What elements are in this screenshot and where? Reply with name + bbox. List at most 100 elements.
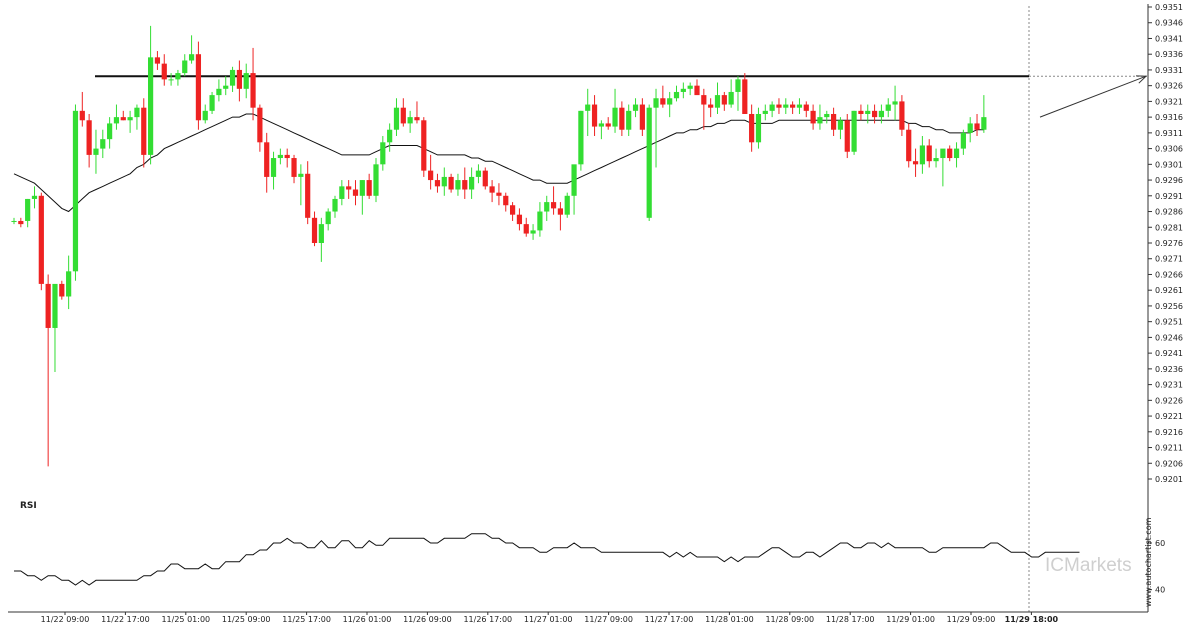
candle-body [325,211,331,225]
brand-logo-text: ICMarkets [1045,555,1132,576]
rsi-line [14,533,1080,586]
candle-body [871,110,878,118]
candle-body [817,117,823,124]
candle-body [912,161,919,165]
candle-body [858,110,864,114]
candle-body [899,101,905,130]
price-tick-label: 0.9326 [1155,82,1183,91]
price-tick-label: 0.9331 [1155,66,1183,75]
candle-body [960,132,966,149]
time-tick-label: 11/27 17:00 [645,615,694,624]
candle-body [496,192,502,196]
candle-body [585,104,591,111]
candle-body [844,120,850,152]
candle-body [571,164,577,196]
candle-body [59,283,65,297]
candle-body [660,98,666,105]
price-tick-label: 0.9241 [1155,349,1183,358]
time-tick-label: 11/29 01:00 [886,615,935,624]
candle-body [619,107,625,130]
price-tick-label: 0.9301 [1155,160,1183,169]
brand-vertical-text: www.autochartist.com [1144,517,1153,607]
candle-body [148,57,154,155]
time-tick-label: 11/25 17:00 [282,615,331,624]
rsi-pane: RSI [14,501,1080,586]
candle-body [714,95,721,108]
candle-body [188,54,195,61]
candle-body [803,104,809,111]
candle-body [967,123,973,133]
candle-body [100,139,106,149]
candle-body [202,110,208,121]
candle-body [93,148,99,155]
candle-body [749,113,755,143]
price-tick-label: 0.9296 [1155,176,1183,185]
candle-body [837,120,844,130]
candle-body [264,142,270,177]
candle-body [926,145,932,162]
candle-body [878,110,885,118]
candle-body [25,198,31,221]
candle-body [653,98,659,108]
candle-body [865,110,871,114]
candle-body [134,107,140,118]
candle-body [680,88,686,92]
price-tick-label: 0.9256 [1155,302,1183,311]
candle-body [250,73,256,108]
time-tick-label: 11/26 01:00 [343,615,392,624]
candle-body [537,211,543,231]
candle-body [626,110,632,130]
candle-body [933,158,939,162]
time-tick-label: 11/26 17:00 [463,615,512,624]
price-tick-label: 0.9271 [1155,255,1183,264]
price-tick-label: 0.9291 [1155,192,1183,201]
candle-body [216,88,222,96]
time-tick-label: 11/26 09:00 [403,615,452,624]
candle-body [885,104,891,111]
candle-body [544,202,550,212]
price-tick-label: 0.9306 [1155,145,1183,154]
candle-body [776,104,782,108]
candle-body [113,117,120,124]
candle-body [810,110,816,124]
price-tick-label: 0.9236 [1155,365,1183,374]
candle-body [509,205,516,215]
price-tick-label: 0.9321 [1155,97,1183,106]
candle-body [414,117,420,121]
candle-body [346,186,352,190]
price-tick-label: 0.9351 [1155,3,1183,12]
candle-body [455,180,461,190]
candle-body [591,104,598,127]
candle-body [639,104,645,130]
candle-body [721,95,727,105]
rsi-tick-label: 40 [1155,586,1165,595]
candle-body [469,176,475,190]
candle-body [462,180,468,190]
candle-body [516,214,523,225]
candle-body [523,224,529,234]
candle-body [851,110,857,152]
candle-body [564,195,570,215]
candle-body [339,186,345,199]
candle-body [223,85,229,89]
time-tick-label: 11/27 01:00 [524,615,573,624]
candle-body [400,107,406,124]
candle-body [667,98,673,105]
candle-body [434,180,441,187]
candle-body [728,91,734,105]
candle-body [557,208,563,215]
time-tick-label: 11/27 09:00 [584,615,633,624]
price-tick-label: 0.9206 [1155,459,1183,468]
time-tick-label: 11/22 09:00 [41,615,90,624]
candle-body [72,110,79,272]
projection-arrow-line [1039,75,1147,118]
candle-body [981,117,987,130]
candle-body [352,189,359,196]
candle-body [209,95,215,111]
candle-body [503,195,509,206]
price-tick-label: 0.9286 [1155,208,1183,217]
candle-body [673,91,680,99]
candle-body [270,158,277,177]
candle-body [742,79,748,114]
price-pane [11,6,1148,612]
